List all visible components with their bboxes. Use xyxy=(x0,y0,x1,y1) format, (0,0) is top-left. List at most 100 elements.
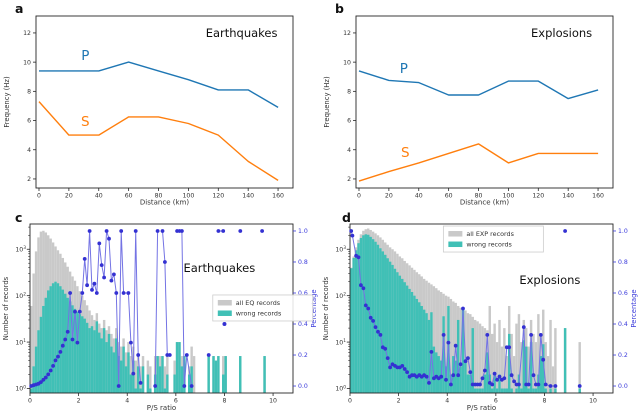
percentage-dots xyxy=(29,229,264,388)
panel-letter-d: d xyxy=(342,210,351,225)
pct-tick-label: 0.6 xyxy=(298,290,308,297)
x-tick-label: 140 xyxy=(562,193,574,200)
y-axis-label: Frequency (Hz) xyxy=(323,76,331,128)
legend-swatch-wrong-records xyxy=(448,241,463,248)
percentage-dots xyxy=(349,229,582,388)
pct-tick-label: 1.0 xyxy=(618,228,628,235)
x-tick-label: 0 xyxy=(357,193,361,200)
y-tick-label: 6 xyxy=(27,118,31,125)
y-tick-label: 6 xyxy=(347,118,351,125)
x-axis-label: Distance (km) xyxy=(140,199,189,207)
p-wave-label: P xyxy=(400,61,408,77)
pct-tick-label: 0.8 xyxy=(618,259,628,266)
axes: 0 20 40 60 80 100 120 140 160 2 4 6 8 10 12 Distance (k… xyxy=(323,15,614,207)
x-tick-label: 120 xyxy=(532,193,544,200)
p-wave-line xyxy=(39,61,279,109)
p-wave-label: P xyxy=(81,48,89,64)
x-axis-label: P/S ratio xyxy=(147,404,176,412)
legend-percentage-dot xyxy=(222,322,227,327)
legend-box xyxy=(212,294,314,322)
y-tick-label: 101 xyxy=(335,338,346,346)
y-tick-label: 100 xyxy=(335,384,346,392)
x-tick-label: 80 xyxy=(475,193,483,200)
y-tick-label: 102 xyxy=(15,291,26,299)
plot-frame xyxy=(349,223,614,394)
x-tick-label: 100 xyxy=(503,193,515,200)
pct-tick-label: 1.0 xyxy=(298,228,308,235)
y-tick-label: 12 xyxy=(23,30,31,37)
wrong-records-bars xyxy=(30,281,266,393)
panel-title: Explosions xyxy=(531,26,592,40)
explosions-histogram-chart: 0 2 4 6 8 10 100 101 102 103 0.0 0.2 0.4 0.6 0.8 1.0 P/S… xyxy=(322,223,638,412)
x-tick-label: 0 xyxy=(37,193,41,200)
y-tick-label: 2 xyxy=(27,176,31,183)
x-tick-label: 40 xyxy=(95,193,103,200)
pct-tick-label: 0.6 xyxy=(618,290,628,297)
panel-d: 0 2 4 6 8 10 100 101 102 103 0.0 0.2 0.4 0.6 0.8 1.0 P/S… xyxy=(320,207,640,413)
explosions-frequency-chart: 0 20 40 60 80 100 120 140 160 2 4 6 8 10 12 Distance (k… xyxy=(323,15,614,207)
pct-tick-label: 0.2 xyxy=(618,352,628,359)
legend-label-all-records: all EXP records xyxy=(466,230,514,238)
x-tick-label: 60 xyxy=(125,193,133,200)
pct-tick-label: 0.4 xyxy=(618,321,628,328)
x-tick-label: 160 xyxy=(272,193,284,200)
y-tick-label: 103 xyxy=(15,245,26,253)
axes: 0 2 4 6 8 10 100 101 102 103 0.0 0.2 0.4 0.6 0.8 1.0 P/S… xyxy=(2,223,318,412)
pct-tick-label: 0.0 xyxy=(618,383,628,390)
panel-c: 0 2 4 6 8 10 100 101 102 103 0.0 0.2 0.4 0.6 0.8 1.0 P/S… xyxy=(0,207,320,413)
x-tick-label: 100 xyxy=(183,193,195,200)
y-tick-label: 103 xyxy=(335,245,346,253)
legend-swatch-all-records xyxy=(448,231,463,237)
x-tick-label: 10 xyxy=(589,398,597,405)
s-wave-label: S xyxy=(401,145,410,161)
x-tick-label: 6 xyxy=(494,398,498,405)
y-axis-label: Frequency (Hz) xyxy=(3,76,11,128)
panel-b: 0 20 40 60 80 100 120 140 160 2 4 6 8 10 12 Distance (k… xyxy=(320,0,640,207)
x-tick-label: 8 xyxy=(222,398,226,405)
x-tick-label: 6 xyxy=(174,398,178,405)
y-tick-label: 100 xyxy=(15,384,26,392)
x-tick-label: 40 xyxy=(415,193,423,200)
x-tick-label: 4 xyxy=(445,398,449,405)
p-wave-line xyxy=(358,70,599,100)
earthquakes-histogram-chart: 0 2 4 6 8 10 100 101 102 103 0.0 0.2 0.4 0.6 0.8 1.0 P/S… xyxy=(2,223,318,412)
y-tick-label: 10 xyxy=(343,59,351,66)
x-tick-label: 8 xyxy=(542,398,546,405)
s-wave-line xyxy=(358,143,599,182)
panel-letter-a: a xyxy=(15,1,24,16)
panel-title: Explosions xyxy=(519,273,580,287)
x-tick-label: 2 xyxy=(397,398,401,405)
legend-label-wrong-records: wrong records xyxy=(236,309,282,317)
x-tick-label: 80 xyxy=(155,193,163,200)
y-tick-label: 101 xyxy=(15,338,26,346)
legend: all EQ records wrong records xyxy=(212,294,314,327)
y-tick-label: 2 xyxy=(347,176,351,183)
x-tick-label: 20 xyxy=(65,193,73,200)
x-tick-label: 160 xyxy=(592,193,604,200)
x-axis-label: Distance (km) xyxy=(460,199,509,207)
y-tick-label: 102 xyxy=(335,291,346,299)
x-tick-label: 2 xyxy=(77,398,81,405)
y-tick-label: 8 xyxy=(27,89,31,96)
x-tick-label: 10 xyxy=(269,398,277,405)
right-axis-label: Percentage xyxy=(630,289,638,327)
x-tick-label: 0 xyxy=(348,398,352,405)
s-wave-line xyxy=(38,101,279,181)
right-axis-label: Percentage xyxy=(310,289,318,327)
axes: 0 20 40 60 80 100 120 140 160 2 4 6 8 10 12 Distance (k… xyxy=(3,15,294,207)
y-tick-label: 8 xyxy=(347,89,351,96)
y-tick-label: 12 xyxy=(343,30,351,37)
wrong-records-bars xyxy=(350,234,581,393)
pct-tick-label: 0.0 xyxy=(298,383,308,390)
legend-label-wrong-records: wrong records xyxy=(466,241,512,249)
y-tick-label: 10 xyxy=(23,59,31,66)
panel-a: 0 20 40 60 80 100 120 140 160 2 4 6 8 10 12 Distance (k… xyxy=(0,0,320,207)
x-axis-label: P/S ratio xyxy=(467,404,496,412)
y-tick-label: 4 xyxy=(347,147,351,154)
plot-frame xyxy=(355,15,614,189)
pct-tick-label: 0.4 xyxy=(298,321,308,328)
y-tick-label: 4 xyxy=(27,147,31,154)
plot-frame xyxy=(35,15,294,189)
x-tick-label: 0 xyxy=(28,398,32,405)
